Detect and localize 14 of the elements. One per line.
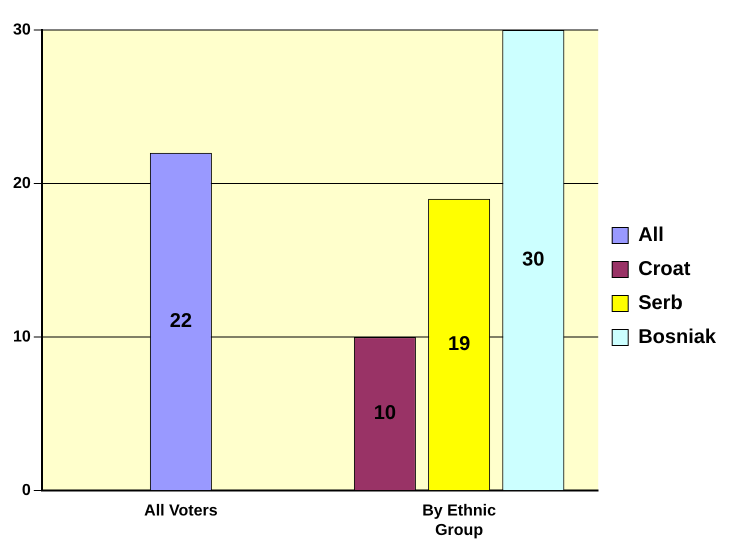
data-label: 10 (374, 402, 396, 424)
y-tick-label: 20 (13, 174, 31, 192)
legend-label: Croat (638, 258, 691, 280)
x-tick-label: By Ethnic Group (422, 502, 496, 539)
x-tick-label: All Voters (144, 502, 218, 520)
legend-label: All (638, 224, 664, 246)
legend-label: Serb (638, 292, 683, 314)
data-label: 30 (522, 248, 544, 271)
data-label: 22 (170, 310, 192, 332)
y-tick-label: 0 (22, 482, 31, 500)
data-label: 19 (448, 333, 470, 356)
y-tick-label: 10 (13, 328, 31, 346)
y-tick-label: 30 (13, 21, 31, 38)
legend-label: Bosniak (638, 326, 717, 348)
